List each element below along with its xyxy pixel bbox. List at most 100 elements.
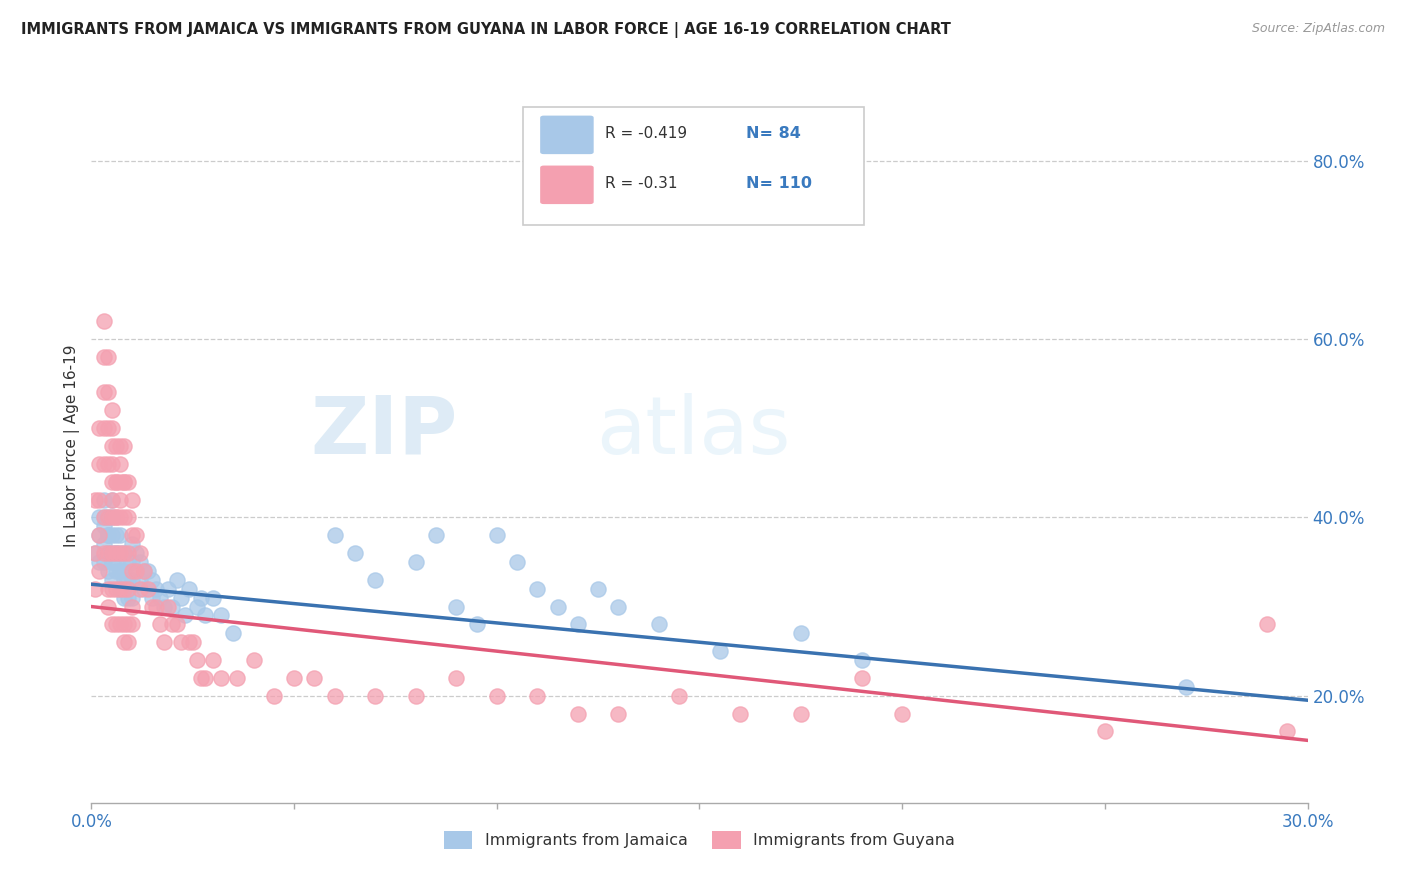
Text: ZIP: ZIP bbox=[311, 392, 457, 471]
Point bbox=[132, 582, 155, 596]
Point bbox=[93, 537, 115, 551]
Point bbox=[108, 510, 131, 524]
Point bbox=[93, 510, 115, 524]
Point bbox=[112, 573, 135, 587]
Text: N= 84: N= 84 bbox=[745, 126, 800, 141]
Point bbox=[100, 403, 122, 417]
Legend: Immigrants from Jamaica, Immigrants from Guyana: Immigrants from Jamaica, Immigrants from… bbox=[437, 824, 962, 855]
Point bbox=[97, 528, 120, 542]
Point bbox=[108, 546, 131, 560]
Point bbox=[112, 591, 135, 605]
Point bbox=[108, 492, 131, 507]
Point bbox=[100, 573, 122, 587]
Point bbox=[567, 617, 589, 632]
Point bbox=[190, 671, 212, 685]
Point bbox=[891, 706, 914, 721]
Point bbox=[104, 439, 127, 453]
Point bbox=[129, 546, 152, 560]
Point bbox=[97, 599, 120, 614]
FancyBboxPatch shape bbox=[523, 107, 863, 225]
Point bbox=[121, 537, 143, 551]
Point bbox=[323, 528, 346, 542]
Point bbox=[104, 546, 127, 560]
Point bbox=[586, 582, 609, 596]
Point bbox=[108, 617, 131, 632]
Point bbox=[125, 564, 148, 578]
Point bbox=[790, 626, 813, 640]
Point bbox=[136, 564, 159, 578]
Point bbox=[97, 510, 120, 524]
Point bbox=[93, 421, 115, 435]
Text: Source: ZipAtlas.com: Source: ZipAtlas.com bbox=[1251, 22, 1385, 36]
Point bbox=[121, 564, 143, 578]
Point bbox=[121, 617, 143, 632]
Point bbox=[186, 599, 208, 614]
Point bbox=[547, 599, 569, 614]
Point bbox=[112, 635, 135, 649]
Point bbox=[485, 689, 508, 703]
Point bbox=[104, 475, 127, 489]
Point bbox=[607, 599, 630, 614]
Point bbox=[97, 546, 120, 560]
Point bbox=[108, 528, 131, 542]
Point bbox=[93, 555, 115, 569]
Point bbox=[117, 546, 139, 560]
Point bbox=[89, 528, 111, 542]
Text: N= 110: N= 110 bbox=[745, 176, 811, 191]
Point bbox=[263, 689, 285, 703]
Point bbox=[100, 546, 122, 560]
Point bbox=[93, 510, 115, 524]
Point bbox=[108, 546, 131, 560]
Point bbox=[526, 582, 548, 596]
Point bbox=[485, 528, 508, 542]
Point bbox=[108, 439, 131, 453]
Point bbox=[100, 582, 122, 596]
Point bbox=[132, 564, 155, 578]
Point bbox=[112, 564, 135, 578]
Point bbox=[444, 599, 467, 614]
Point bbox=[506, 555, 529, 569]
Point bbox=[425, 528, 447, 542]
Point bbox=[112, 546, 135, 560]
Point bbox=[97, 421, 120, 435]
Point bbox=[100, 421, 122, 435]
Point bbox=[209, 608, 232, 623]
Point bbox=[97, 457, 120, 471]
Point bbox=[1175, 680, 1198, 694]
Point bbox=[166, 573, 188, 587]
Point bbox=[177, 635, 200, 649]
Point bbox=[100, 492, 122, 507]
Point bbox=[104, 546, 127, 560]
Point bbox=[104, 617, 127, 632]
Point bbox=[149, 617, 172, 632]
Point bbox=[93, 385, 115, 400]
Point bbox=[93, 314, 115, 328]
Point bbox=[465, 617, 488, 632]
Point bbox=[323, 689, 346, 703]
Point bbox=[93, 350, 115, 364]
Point bbox=[117, 573, 139, 587]
Point bbox=[121, 591, 143, 605]
Point bbox=[648, 617, 671, 632]
Text: IMMIGRANTS FROM JAMAICA VS IMMIGRANTS FROM GUYANA IN LABOR FORCE | AGE 16-19 COR: IMMIGRANTS FROM JAMAICA VS IMMIGRANTS FR… bbox=[21, 22, 950, 38]
Point bbox=[121, 492, 143, 507]
Point bbox=[112, 475, 135, 489]
Point bbox=[97, 546, 120, 560]
Y-axis label: In Labor Force | Age 16-19: In Labor Force | Age 16-19 bbox=[65, 344, 80, 548]
Point bbox=[444, 671, 467, 685]
Point bbox=[364, 573, 387, 587]
Point bbox=[121, 555, 143, 569]
Point bbox=[104, 564, 127, 578]
Text: R = -0.31: R = -0.31 bbox=[605, 176, 678, 191]
Point bbox=[117, 635, 139, 649]
Point bbox=[89, 555, 111, 569]
Point bbox=[125, 546, 148, 560]
Point bbox=[851, 671, 873, 685]
Point bbox=[97, 546, 120, 560]
Point bbox=[169, 591, 191, 605]
Point bbox=[709, 644, 731, 658]
Point bbox=[117, 591, 139, 605]
Point bbox=[194, 671, 217, 685]
Point bbox=[169, 635, 191, 649]
Point bbox=[112, 510, 135, 524]
